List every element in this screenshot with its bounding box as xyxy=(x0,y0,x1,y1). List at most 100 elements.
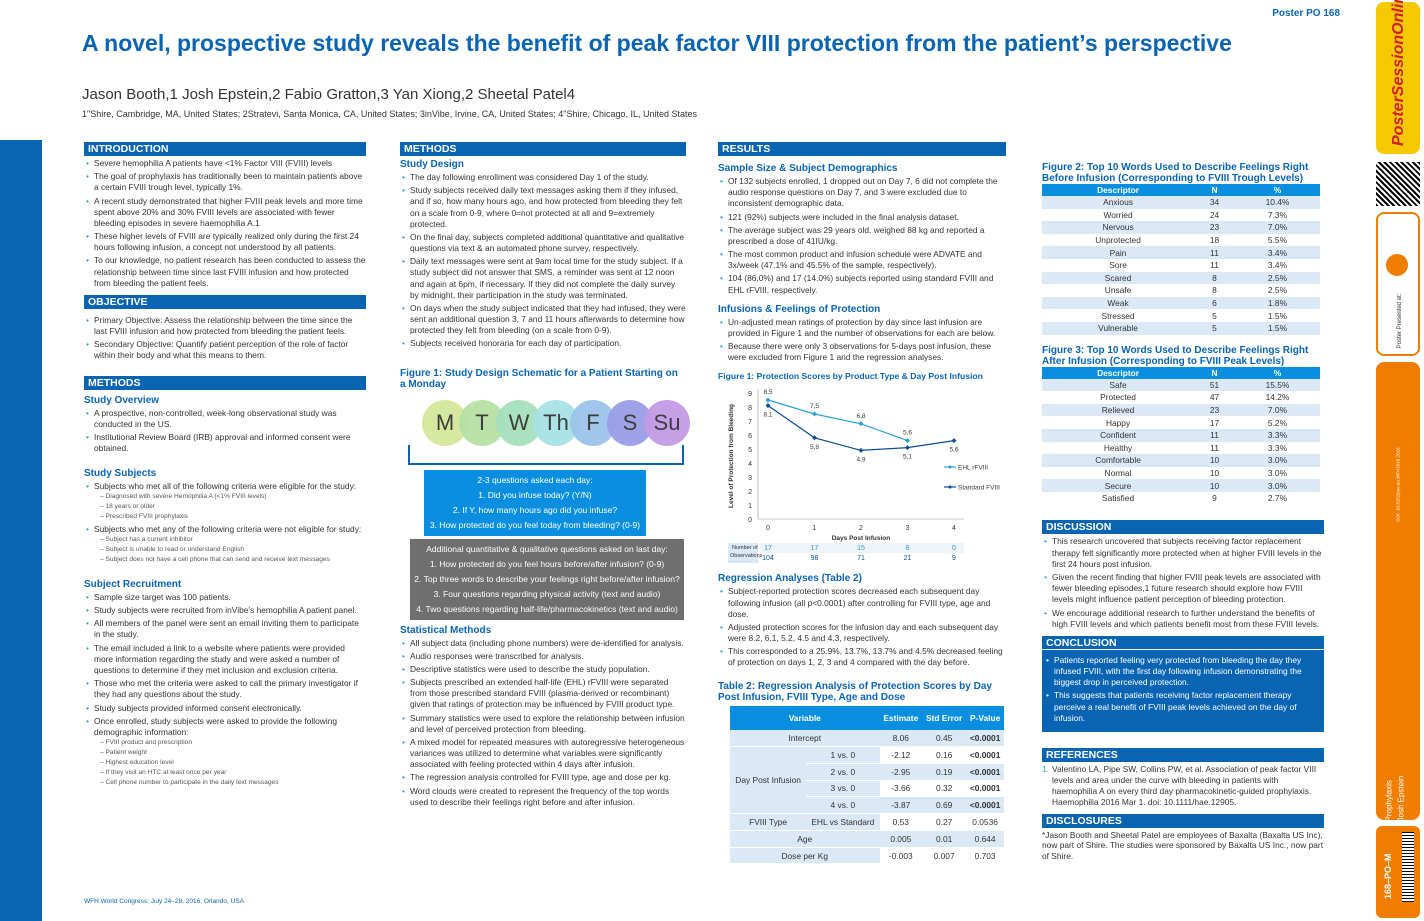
discussion-bullet: This research uncovered that subjects re… xyxy=(1042,536,1324,570)
table-cell: Day Post Infusion xyxy=(730,746,807,815)
obs-std-value: 9 xyxy=(952,555,956,562)
table-cell: 0.27 xyxy=(922,813,967,831)
statistical-bullet: All subject data (including phone number… xyxy=(400,638,686,649)
table-cell: EHL vs Standard xyxy=(806,813,880,831)
recruitment-bullet: Those who met the criteria were asked to… xyxy=(84,678,366,700)
demographic-item: If they visit an HTC at least once per y… xyxy=(100,768,366,778)
table-cell: 2.5% xyxy=(1267,285,1288,296)
legend-label: EHL rFVIII xyxy=(958,465,988,472)
table-cell: 1.5% xyxy=(1267,310,1288,321)
table-cell: <0.0001 xyxy=(966,746,1004,764)
table-cell: 2 vs. 0 xyxy=(806,763,880,781)
subjects-bullets-b: Subjects who met any of the following cr… xyxy=(84,524,366,535)
design-bullet: The day following enrollment was conside… xyxy=(400,172,686,183)
table-cell: Weak xyxy=(1042,296,1195,310)
figure1-schematic-title: Figure 1: Study Design Schematic for a P… xyxy=(400,367,678,391)
table-row: Age 0.005 0.01 0.644 xyxy=(730,830,1004,848)
last-day-question-line: 3. Four questions regarding physical act… xyxy=(433,588,661,599)
statistical-bullet: A mixed model for repeated measures with… xyxy=(400,737,686,771)
data-label: 5,1 xyxy=(903,454,912,461)
conclusion-bullets: Patients reported feeling very protected… xyxy=(1042,650,1324,728)
ineligible-criteria: Subject has a current inhibitorSubject i… xyxy=(84,535,366,565)
data-point xyxy=(858,448,864,454)
table-cell: 0.16 xyxy=(922,746,967,764)
design-bullet: Study subjects received daily text messa… xyxy=(400,185,686,230)
table-cell: 11 xyxy=(1194,428,1235,442)
table-cell: 8 xyxy=(1194,271,1235,285)
table-cell: 17 xyxy=(1209,417,1220,428)
table-row: Worried 24 7.3% xyxy=(1042,209,1320,222)
discussion-bullet: Given the recent finding that higher FVI… xyxy=(1042,572,1324,606)
topic-bar: DOI: 10.3252/pso.eu.WFH2016.2016 Prophyl… xyxy=(1376,362,1420,822)
table-cell: 5 xyxy=(1194,321,1235,335)
side-author: Josh Epstein xyxy=(1396,775,1406,822)
reference-item: 1. Valentino LA, Pipe SW, Collins PW, et… xyxy=(1042,763,1317,807)
table-cell: 18 xyxy=(1209,235,1220,246)
table-cell: 0.703 xyxy=(966,847,1004,865)
demographic-item: Cell phone number to participate in the … xyxy=(100,778,366,788)
y-tick-label: 9 xyxy=(748,391,752,398)
table-row: Normal 10 3.0% xyxy=(1042,467,1320,480)
criteria-item: Diagnosed with severe Hemophilia A (<1% … xyxy=(100,492,366,502)
intro-bullet: The goal of prophylaxis has traditionall… xyxy=(84,171,366,193)
table-cell: 3.4% xyxy=(1267,260,1288,271)
table-cell: 7.0% xyxy=(1234,221,1320,234)
table-cell: 3.3% xyxy=(1267,442,1288,453)
data-label: 5,8 xyxy=(810,444,819,451)
table-cell: 1.5% xyxy=(1234,321,1320,335)
sample-title: Sample Size & Subject Demographics xyxy=(718,163,898,174)
obs-std-value: 71 xyxy=(857,555,865,562)
x-tick-label: 1 xyxy=(813,525,817,532)
demographic-item: Highest education level xyxy=(100,758,366,768)
data-point xyxy=(905,445,910,451)
table-cell: 0.53 xyxy=(879,813,923,831)
regression-bullets: Subject-reported protection scores decre… xyxy=(718,586,1006,668)
code-box: 168–PO–M xyxy=(1376,826,1420,918)
table-row: Relieved 23 7.0% xyxy=(1042,403,1320,417)
sample-bullet: 104 (86.0%) and 17 (14.0%) subjects repo… xyxy=(718,273,1006,295)
table-header: % xyxy=(1234,184,1320,196)
footer-congress: WFH World Congress; July 24–28, 2016; Or… xyxy=(84,898,244,905)
statistical-bullet: Subjects prescribed an extended half-lif… xyxy=(400,677,686,711)
infusions-bullets: Un-adjusted mean ratings of protection b… xyxy=(718,317,1006,364)
table-cell: 0.644 xyxy=(966,830,1004,848)
presented-at-label: Poster Presented at: xyxy=(1397,293,1403,349)
table-header: Estimate xyxy=(879,705,923,730)
x-tick-label: 4 xyxy=(952,525,956,532)
table-cell: 34 xyxy=(1194,196,1235,209)
table-row: Nervous 23 7.0% xyxy=(1042,221,1320,234)
table-cell: Worried xyxy=(1103,209,1133,220)
table-cell: Age xyxy=(730,830,880,848)
table-cell: Intercept xyxy=(730,729,880,747)
obs-label: Observations xyxy=(730,553,763,559)
table-cell: 0.69 xyxy=(922,796,967,815)
regression-bullet: Subject-reported protection scores decre… xyxy=(718,586,1006,620)
table-cell: 6 xyxy=(1194,296,1235,310)
sample-bullets: Of 132 subjects enrolled, 1 dropped out … xyxy=(718,176,1006,296)
regression-table: Variable Estimate Std Error P-Value Intercep… xyxy=(730,705,1004,865)
infusion-bullet: Because there were only 3 observations f… xyxy=(718,341,1006,363)
intro-bullets: Severe hemophilia A patients have <1% Fa… xyxy=(84,158,366,289)
objective-heading: OBJECTIVE xyxy=(84,294,366,309)
data-label: 8,1 xyxy=(763,412,772,419)
legend-label: Standard FVIII xyxy=(958,485,1000,492)
table-cell: Safe xyxy=(1042,378,1195,392)
last-day-question-line: 4. Two questions regarding half-life/pha… xyxy=(416,603,678,614)
authors: Jason Booth,1 Josh Epstein,2 Fabio Gratt… xyxy=(82,86,576,103)
daily-questions-box: 2-3 questions asked each day: 1. Did you … xyxy=(424,469,646,536)
table-cell: 0.007 xyxy=(922,847,967,865)
table-cell: 3.4% xyxy=(1234,246,1320,259)
design-bullet: On the final day, subjects completed add… xyxy=(400,232,686,254)
overview-bullet: Institutional Review Board (IRB) approva… xyxy=(84,432,366,454)
protection-line-chart: 0 1 2 3 4 5 6 7 8 9 0 1 2 3 4 Days Post Infusion Level o… xyxy=(728,389,1000,564)
results-heading: RESULTS xyxy=(718,142,1006,156)
table-cell: 7.3% xyxy=(1267,209,1288,220)
data-point xyxy=(765,403,771,409)
table-row: Pain 11 3.4% xyxy=(1042,246,1320,259)
table-cell: 51 xyxy=(1194,378,1235,392)
recruitment-bullet: The email included a link to a website w… xyxy=(84,643,366,677)
table-cell: Unprotected xyxy=(1095,235,1141,246)
design-bullets: The day following enrollment was conside… xyxy=(400,172,686,350)
table-cell: <0.0001 xyxy=(966,780,1004,798)
data-point xyxy=(812,435,817,441)
